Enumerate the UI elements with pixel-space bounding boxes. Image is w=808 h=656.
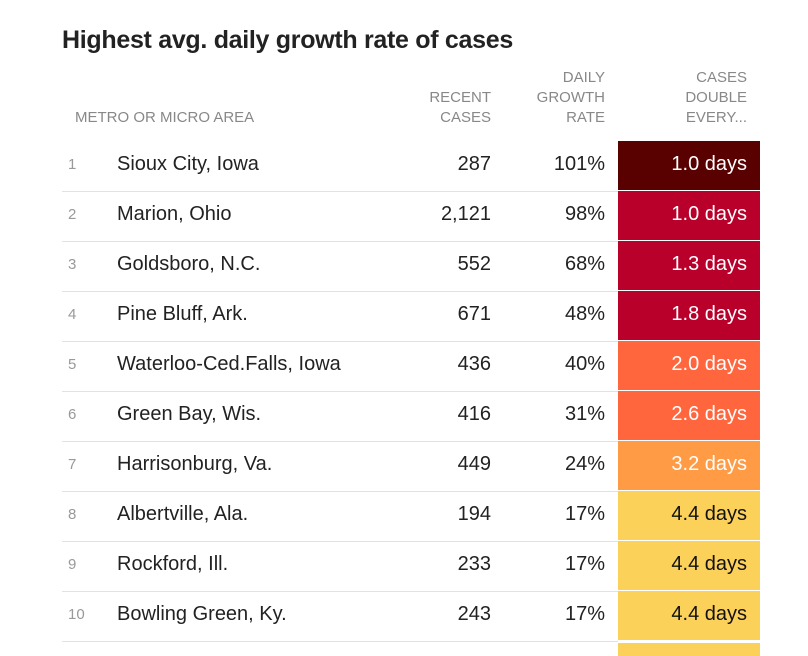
row-divider bbox=[62, 341, 618, 342]
doubling-time: 1.0 days bbox=[671, 203, 747, 225]
growth-rate: 48% bbox=[564, 303, 605, 325]
doubling-time: 2.0 days bbox=[671, 353, 747, 375]
row-divider bbox=[62, 391, 618, 392]
area-name: Albertville, Ala. bbox=[117, 503, 249, 525]
table-row: 7 Harrisonburg, Va. 449 24% 3.2 days bbox=[62, 441, 760, 492]
header-growth-rate: DAILY GROWTH RATE bbox=[537, 68, 605, 128]
header-doubling: CASES DOUBLE EVERY... bbox=[685, 68, 747, 128]
row-divider bbox=[62, 441, 618, 442]
table-row: 5 Waterloo-Ced.Falls, Iowa 436 40% 2.0 days bbox=[62, 341, 760, 392]
rank: 7 bbox=[68, 456, 77, 473]
table-row: 4 Pine Bluff, Ark. 671 48% 1.8 days bbox=[62, 291, 760, 342]
table-title: Highest avg. daily growth rate of cases bbox=[62, 26, 513, 54]
recent-cases: 287 bbox=[457, 153, 491, 175]
doubling-cell: 1.8 days bbox=[618, 291, 760, 340]
rank: 4 bbox=[68, 306, 77, 323]
header-line: RECENT bbox=[429, 89, 491, 106]
header-line: GROWTH bbox=[536, 89, 605, 106]
next-row-cell-partial bbox=[618, 643, 760, 656]
table-row: 3 Goldsboro, N.C. 552 68% 1.3 days bbox=[62, 241, 760, 292]
doubling-time: 1.0 days bbox=[671, 153, 747, 175]
area-name: Rockford, Ill. bbox=[117, 553, 229, 575]
growth-rate: 98% bbox=[564, 203, 605, 225]
growth-rate: 101% bbox=[553, 153, 605, 175]
area-name: Green Bay, Wis. bbox=[117, 403, 262, 425]
recent-cases: 194 bbox=[457, 503, 491, 525]
row-divider bbox=[62, 541, 618, 542]
table-row: 8 Albertville, Ala. 194 17% 4.4 days bbox=[62, 491, 760, 542]
rank: 2 bbox=[68, 206, 77, 223]
growth-rate: 17% bbox=[564, 553, 605, 575]
recent-cases: 449 bbox=[457, 453, 491, 475]
header-line: CASES bbox=[696, 69, 747, 86]
table-row: 10 Bowling Green, Ky. 243 17% 4.4 days bbox=[62, 591, 760, 642]
growth-rate: 40% bbox=[564, 353, 605, 375]
doubling-time: 3.2 days bbox=[671, 453, 747, 475]
doubling-cell: 2.0 days bbox=[618, 341, 760, 390]
doubling-cell: 1.0 days bbox=[618, 141, 760, 190]
rank: 9 bbox=[68, 556, 77, 573]
area-name: Sioux City, Iowa bbox=[117, 153, 259, 175]
area-name: Waterloo-Ced.Falls, Iowa bbox=[117, 353, 341, 375]
recent-cases: 233 bbox=[457, 553, 491, 575]
growth-rate: 31% bbox=[564, 403, 605, 425]
header-line: EVERY... bbox=[685, 109, 747, 126]
doubling-cell: 4.4 days bbox=[618, 491, 760, 540]
doubling-time: 1.8 days bbox=[671, 303, 747, 325]
doubling-time: 4.4 days bbox=[671, 503, 747, 525]
header-line: RATE bbox=[566, 109, 605, 126]
doubling-cell: 1.0 days bbox=[618, 191, 760, 240]
doubling-time: 4.4 days bbox=[671, 603, 747, 625]
doubling-time: 1.3 days bbox=[671, 253, 747, 275]
header-line: DOUBLE bbox=[685, 89, 747, 106]
doubling-cell: 4.4 days bbox=[618, 591, 760, 640]
row-divider bbox=[62, 641, 618, 642]
rank: 3 bbox=[68, 256, 77, 273]
growth-rate: 17% bbox=[564, 603, 605, 625]
rank: 6 bbox=[68, 406, 77, 423]
doubling-cell: 3.2 days bbox=[618, 441, 760, 490]
recent-cases: 243 bbox=[457, 603, 491, 625]
table-row: 2 Marion, Ohio 2,121 98% 1.0 days bbox=[62, 191, 760, 242]
growth-rate: 17% bbox=[564, 503, 605, 525]
header-line: CASES bbox=[440, 109, 491, 126]
recent-cases: 436 bbox=[457, 353, 491, 375]
table-row: 6 Green Bay, Wis. 416 31% 2.6 days bbox=[62, 391, 760, 442]
header-area: METRO OR MICRO AREA bbox=[75, 109, 255, 126]
row-divider bbox=[62, 241, 618, 242]
doubling-cell: 1.3 days bbox=[618, 241, 760, 290]
row-divider bbox=[62, 491, 618, 492]
row-divider bbox=[62, 291, 618, 292]
rank: 10 bbox=[68, 606, 85, 623]
growth-rate: 68% bbox=[564, 253, 605, 275]
recent-cases: 671 bbox=[457, 303, 491, 325]
row-divider bbox=[62, 191, 618, 192]
header-recent-cases: RECENT CASES bbox=[429, 88, 491, 128]
recent-cases: 552 bbox=[457, 253, 491, 275]
recent-cases: 416 bbox=[457, 403, 491, 425]
area-name: Pine Bluff, Ark. bbox=[117, 303, 248, 325]
header-line: DAILY bbox=[562, 69, 605, 86]
table-row: 9 Rockford, Ill. 233 17% 4.4 days bbox=[62, 541, 760, 592]
table-row: 1 Sioux City, Iowa 287 101% 1.0 days bbox=[62, 141, 760, 192]
rank: 5 bbox=[68, 356, 77, 373]
area-name: Goldsboro, N.C. bbox=[117, 253, 261, 275]
area-name: Harrisonburg, Va. bbox=[117, 453, 273, 475]
rank: 8 bbox=[68, 506, 77, 523]
area-name: Bowling Green, Ky. bbox=[117, 603, 287, 625]
area-name: Marion, Ohio bbox=[117, 203, 232, 225]
doubling-time: 2.6 days bbox=[671, 403, 747, 425]
row-divider bbox=[62, 591, 618, 592]
doubling-time: 4.4 days bbox=[671, 553, 747, 575]
recent-cases: 2,121 bbox=[440, 203, 491, 225]
doubling-cell: 2.6 days bbox=[618, 391, 760, 440]
doubling-cell: 4.4 days bbox=[618, 541, 760, 590]
rank: 1 bbox=[68, 156, 77, 173]
growth-rate: 24% bbox=[564, 453, 605, 475]
